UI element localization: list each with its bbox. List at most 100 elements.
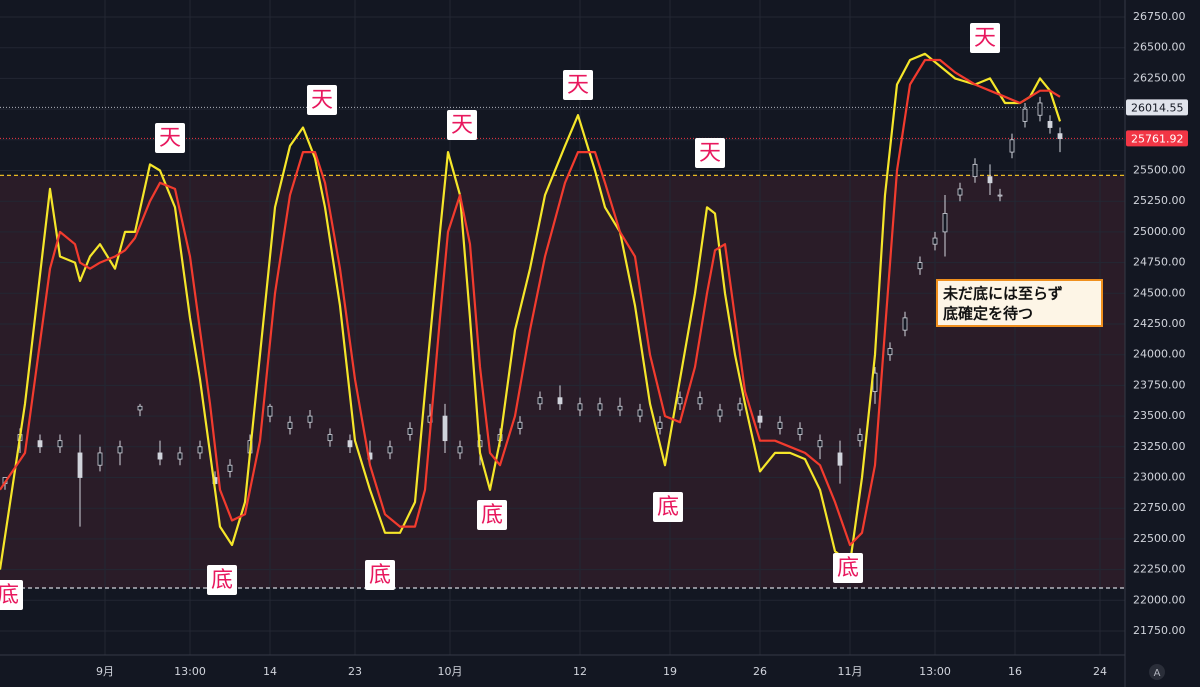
candle-body xyxy=(97,452,103,466)
x-axis-panel xyxy=(0,655,1125,687)
candle-body xyxy=(1037,102,1043,116)
y-tick-label: 25250.00 xyxy=(1133,194,1186,207)
annotation: 天 xyxy=(451,113,473,138)
annotation-box xyxy=(365,560,395,590)
annotation-box xyxy=(970,23,1000,53)
x-tick-label: 14 xyxy=(263,665,277,678)
y-tick-label: 21750.00 xyxy=(1133,624,1186,637)
candle-body xyxy=(857,434,863,442)
y-tick-label: 25000.00 xyxy=(1133,225,1186,238)
y-tick-label: 24750.00 xyxy=(1133,256,1186,269)
annotation-box xyxy=(833,553,863,583)
candle-body xyxy=(267,405,273,417)
candle-body xyxy=(972,163,978,178)
x-tick-label: 12 xyxy=(573,665,587,678)
note-text: 底確定を待つ xyxy=(943,305,1033,323)
candle-body xyxy=(737,403,743,411)
annotation: 底 xyxy=(481,503,503,528)
note-box xyxy=(936,279,1103,327)
candle-body xyxy=(942,213,948,233)
price-tag xyxy=(1126,99,1188,116)
y-tick-label: 23000.00 xyxy=(1133,471,1186,484)
candle-body xyxy=(307,415,313,423)
candle-body xyxy=(457,446,463,454)
x-tick-label: 9月 xyxy=(96,665,114,678)
candle-body xyxy=(837,452,843,466)
candle-body xyxy=(987,176,993,184)
candle-body xyxy=(637,409,643,417)
candle-body xyxy=(287,421,293,429)
x-tick-label: 16 xyxy=(1008,665,1022,678)
candle-body xyxy=(77,452,83,478)
candle-body xyxy=(757,415,763,423)
y-tick-label: 22500.00 xyxy=(1133,532,1186,545)
annotation: 天 xyxy=(311,88,333,113)
y-tick-label: 22000.00 xyxy=(1133,593,1186,606)
candle-body xyxy=(617,405,623,411)
candle-body xyxy=(932,237,938,245)
y-tick-label: 24250.00 xyxy=(1133,317,1186,330)
candle-body xyxy=(777,421,783,429)
candle-body xyxy=(347,440,353,448)
candle-body xyxy=(1009,139,1015,153)
candle-body xyxy=(797,427,803,435)
annotation: 底 xyxy=(211,568,233,593)
annotation: 底 xyxy=(369,563,391,588)
candle-body xyxy=(407,427,413,435)
x-tick-label: 13:00 xyxy=(174,665,206,678)
x-tick-label: 26 xyxy=(753,665,767,678)
y-tick-label: 23500.00 xyxy=(1133,409,1186,422)
y-tick-label: 26250.00 xyxy=(1133,71,1186,84)
candle-body xyxy=(57,440,63,448)
line-series xyxy=(0,58,1061,547)
annotation: 天 xyxy=(567,73,589,98)
candle-body xyxy=(197,446,203,454)
corner-icon-bg xyxy=(1149,664,1165,680)
x-tick-label: 24 xyxy=(1093,665,1107,678)
annotation: 底 xyxy=(0,583,19,608)
zone xyxy=(0,175,1125,589)
candle-body xyxy=(557,397,563,405)
candle-body xyxy=(227,464,233,472)
y-tick-label: 22750.00 xyxy=(1133,501,1186,514)
y-tick-label: 24000.00 xyxy=(1133,348,1186,361)
annotation-box xyxy=(477,500,507,530)
annotation-box xyxy=(653,492,683,522)
y-tick-label: 26500.00 xyxy=(1133,41,1186,54)
y-tick-label: 23250.00 xyxy=(1133,440,1186,453)
candle-body xyxy=(177,452,183,460)
annotation: 底 xyxy=(837,556,859,581)
candle-body xyxy=(697,397,703,405)
annotation-box xyxy=(207,565,237,595)
y-tick-label: 23750.00 xyxy=(1133,378,1186,391)
y-tick-label: 22250.00 xyxy=(1133,563,1186,576)
candle-body xyxy=(537,397,543,405)
candle-body xyxy=(902,317,908,331)
candle-body xyxy=(597,403,603,411)
annotation: 天 xyxy=(974,26,996,51)
annotation-box xyxy=(307,85,337,115)
price-tag xyxy=(1126,130,1188,147)
price-tag-label: 25761.92 xyxy=(1131,132,1184,145)
candle-body xyxy=(917,262,923,270)
candle-body xyxy=(327,434,333,442)
annotation-box xyxy=(563,70,593,100)
annotation-box xyxy=(447,110,477,140)
candle-body xyxy=(442,415,448,442)
candle-body xyxy=(817,440,823,448)
candle-body xyxy=(137,405,143,411)
candle-body xyxy=(1022,108,1028,122)
candle-body xyxy=(387,446,393,454)
price-tag-label: 26014.55 xyxy=(1131,101,1184,114)
x-tick-label: 19 xyxy=(663,665,677,678)
candle-body xyxy=(717,409,723,417)
candle-body xyxy=(1047,120,1053,128)
line-series xyxy=(0,52,1062,570)
y-tick-label: 24500.00 xyxy=(1133,286,1186,299)
annotation: 底 xyxy=(657,495,679,520)
y-tick-label: 25500.00 xyxy=(1133,164,1186,177)
annotation: 天 xyxy=(699,141,721,166)
x-tick-label: 23 xyxy=(348,665,362,678)
candle-body xyxy=(657,421,663,429)
